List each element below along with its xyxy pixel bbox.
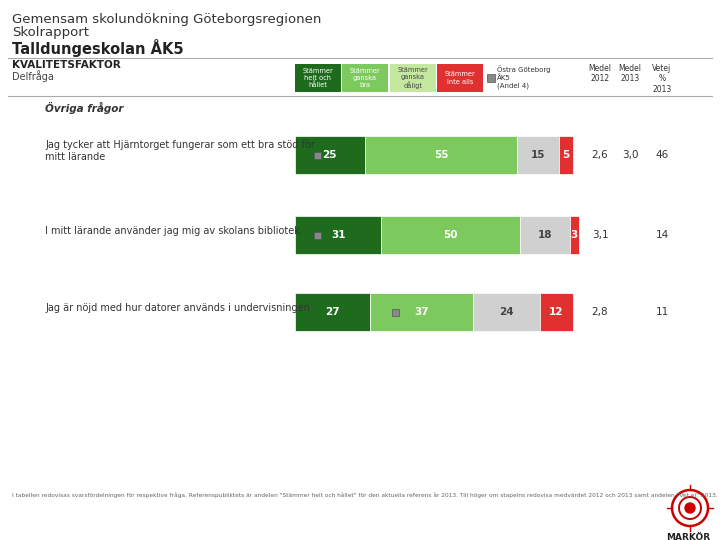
Text: 14: 14 — [655, 230, 669, 240]
Text: Medel
2012: Medel 2012 — [588, 64, 611, 83]
Bar — [314, 152, 320, 159]
Text: I mitt lärande använder jag mig av skolans bibliotek.: I mitt lärande använder jag mig av skola… — [45, 226, 303, 236]
Text: 11: 11 — [655, 307, 669, 317]
Bar — [390, 64, 436, 92]
Bar — [559, 136, 573, 174]
Bar — [392, 308, 399, 315]
Text: 24: 24 — [499, 307, 513, 317]
Text: 46: 46 — [655, 150, 669, 160]
Bar — [295, 293, 370, 331]
Text: Medel
2013: Medel 2013 — [618, 64, 642, 83]
Bar — [314, 232, 320, 239]
Text: 3,0: 3,0 — [622, 150, 638, 160]
Bar — [370, 293, 473, 331]
Text: Delfråga: Delfråga — [12, 70, 54, 82]
Text: MARKÖR: MARKÖR — [666, 533, 710, 540]
Text: Stämmer
inte alls: Stämmer inte alls — [445, 71, 475, 84]
Text: Östra Göteborg
ÅK5
(Andel 4): Östra Göteborg ÅK5 (Andel 4) — [497, 65, 551, 89]
Text: 3,1: 3,1 — [592, 230, 608, 240]
Text: Jag är nöjd med hur datorer används i undervisningen: Jag är nöjd med hur datorer används i un… — [45, 303, 310, 313]
Bar — [342, 64, 388, 92]
Text: I tabellen redovisas svarsfördelningen för respektive fråga. Referenspubliktets : I tabellen redovisas svarsfördelningen f… — [12, 492, 718, 498]
Text: 25: 25 — [323, 150, 337, 160]
Text: 3: 3 — [571, 230, 578, 240]
Text: Talldungeskolan ÅK5: Talldungeskolan ÅK5 — [12, 39, 184, 57]
Circle shape — [685, 503, 695, 513]
Bar — [295, 216, 381, 254]
Text: Gemensam skolundökning Göteborgsregionen: Gemensam skolundökning Göteborgsregionen — [12, 13, 321, 26]
Text: 2,8: 2,8 — [592, 307, 608, 317]
Text: Vetej
%
2013: Vetej % 2013 — [652, 64, 672, 94]
Text: 2,6: 2,6 — [592, 150, 608, 160]
Bar — [437, 64, 483, 92]
Text: 37: 37 — [414, 307, 429, 317]
Text: Stämmer
helt och
hållet: Stämmer helt och hållet — [302, 68, 333, 89]
Bar — [518, 136, 559, 174]
Text: 50: 50 — [444, 230, 458, 240]
Text: Skolrapport: Skolrapport — [12, 26, 89, 39]
Text: Stämmer
ganska
dåligt: Stämmer ganska dåligt — [397, 67, 428, 89]
Bar — [473, 293, 540, 331]
Text: Övriga frågor: Övriga frågor — [45, 102, 124, 114]
Bar — [381, 216, 520, 254]
Bar — [364, 136, 518, 174]
Bar — [487, 74, 495, 82]
Text: 18: 18 — [538, 230, 552, 240]
Text: KVALITETSFAKTOR: KVALITETSFAKTOR — [12, 60, 121, 70]
Bar — [295, 136, 364, 174]
Text: Stämmer
ganska
bra: Stämmer ganska bra — [350, 68, 380, 88]
Bar — [570, 216, 579, 254]
Bar — [295, 64, 341, 92]
Text: 55: 55 — [433, 150, 448, 160]
Text: 5: 5 — [562, 150, 570, 160]
Text: Jag tycker att Hjärntorget fungerar som ett bra stöd för
mitt lärande: Jag tycker att Hjärntorget fungerar som … — [45, 140, 315, 162]
Text: 12: 12 — [549, 307, 564, 317]
Text: 27: 27 — [325, 307, 340, 317]
Text: 15: 15 — [531, 150, 546, 160]
Bar — [520, 216, 570, 254]
Bar — [540, 293, 573, 331]
Text: 31: 31 — [330, 230, 346, 240]
